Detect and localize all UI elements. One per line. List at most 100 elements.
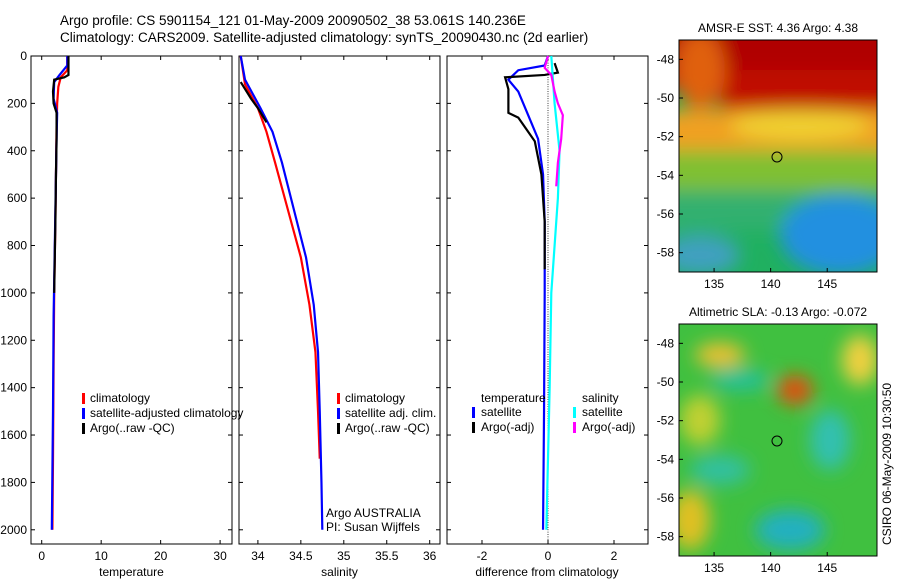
zero-line-dot <box>547 159 549 161</box>
x-tick-label: 135 <box>704 561 724 575</box>
zero-line-dot <box>547 323 549 325</box>
x-tick-label: 20 <box>154 549 168 563</box>
legend-swatch-sal-satellite <box>573 407 576 418</box>
zero-line-dot <box>547 266 549 268</box>
y-tick-label: -50 <box>657 375 675 389</box>
zero-line-dot <box>547 254 549 256</box>
legend-swatch <box>337 408 340 419</box>
y-tick-label: 1000 <box>0 286 27 300</box>
zero-line-dot <box>547 140 549 142</box>
zero-line-dot <box>547 188 549 190</box>
series-line-argo-raw-qc- <box>239 81 268 123</box>
zero-line-dot <box>547 273 549 275</box>
zero-line-dot <box>547 280 549 282</box>
zero-line-dot <box>547 143 549 145</box>
legend-label: Argo(..raw -QC) <box>90 421 175 435</box>
legend-sal-argo: Argo(-adj) <box>582 420 635 434</box>
zero-line-dot <box>547 285 549 287</box>
y-tick-label: 1800 <box>0 475 27 489</box>
y-tick-label: -50 <box>657 91 675 105</box>
x-tick-label: 0 <box>545 549 552 563</box>
zero-line-dot <box>547 398 549 400</box>
zero-line-dot <box>547 306 549 308</box>
zero-line-dot <box>547 325 549 327</box>
zero-line-dot <box>547 377 549 379</box>
zero-line-dot <box>547 79 549 81</box>
legend-swatch <box>337 393 340 404</box>
zero-line-dot <box>547 221 549 223</box>
zero-line-dot <box>547 389 549 391</box>
zero-line-dot <box>547 342 549 344</box>
zero-line-dot <box>547 299 549 301</box>
zero-line-dot <box>547 346 549 348</box>
zero-line-dot <box>547 318 549 320</box>
zero-line-dot <box>547 344 549 346</box>
legend-temp-satellite: satellite <box>481 405 522 419</box>
zero-line-dot <box>547 292 549 294</box>
zero-line-dot <box>547 349 549 351</box>
zero-line-dot <box>547 353 549 355</box>
x-tick-label: 36 <box>423 549 437 563</box>
legend-label: satellite-adjusted climatology <box>90 406 243 420</box>
zero-line-dot <box>547 154 549 156</box>
legend-temp-title: temperature <box>481 391 546 405</box>
zero-line-dot <box>547 147 549 149</box>
zero-line-dot <box>547 384 549 386</box>
y-tick-label: -52 <box>657 414 675 428</box>
series-line-argo-raw-qc- <box>51 56 70 293</box>
zero-line-dot <box>547 529 549 531</box>
zero-line-dot <box>547 356 549 358</box>
legend-swatch-sal-argo <box>573 422 576 433</box>
series-line-climatology <box>239 55 321 459</box>
zero-line-dot <box>547 121 549 123</box>
zero-line-dot <box>547 382 549 384</box>
zero-line-dot <box>547 391 549 393</box>
legend-label: satellite adj. clim. <box>345 406 436 420</box>
x-tick-label: 135 <box>704 277 724 291</box>
legend-sal-title: salinity <box>582 391 619 405</box>
zero-line-dot <box>547 105 549 107</box>
zero-line-dot <box>547 93 549 95</box>
series-line-satellite-adj-clim- <box>239 55 324 530</box>
zero-line-dot <box>547 252 549 254</box>
zero-line-dot <box>547 261 549 263</box>
zero-line-dot <box>547 202 549 204</box>
zero-line-dot <box>547 316 549 318</box>
salinity-annotation-line-1: Argo AUSTRALIA <box>326 506 421 520</box>
zero-line-dot <box>547 351 549 353</box>
zero-line-dot <box>547 275 549 277</box>
zero-line-dot <box>547 311 549 313</box>
legend-temp-argo: Argo(-adj) <box>481 420 534 434</box>
x-tick-label: 10 <box>94 549 108 563</box>
zero-line-dot <box>547 263 549 265</box>
title-line-1: Argo profile: CS 5901154_121 01-May-2009… <box>60 13 526 28</box>
zero-line-dot <box>547 131 549 133</box>
y-tick-label: -48 <box>657 336 675 350</box>
zero-line-dot <box>547 207 549 209</box>
y-tick-label: 400 <box>7 144 27 158</box>
zero-line-dot <box>547 64 549 66</box>
zero-line-dot <box>547 372 549 374</box>
zero-line-dot <box>547 166 549 168</box>
zero-line-dot <box>547 133 549 135</box>
zero-line-dot <box>547 200 549 202</box>
zero-line-dot <box>547 394 549 396</box>
argo-location-marker <box>771 151 783 163</box>
y-tick-label: 800 <box>7 239 27 253</box>
zero-line-dot <box>547 136 549 138</box>
y-tick-label: 0 <box>20 49 27 63</box>
sst-map-title: AMSR-E SST: 4.36 Argo: 4.38 <box>698 21 858 35</box>
salinity-annotation-line-2: PI: Susan Wijffels <box>326 520 420 534</box>
zero-line-dot <box>547 119 549 121</box>
sla-map-title: Altimetric SLA: -0.13 Argo: -0.072 <box>689 305 867 319</box>
side-label: CSIRO 06-May-2009 10:30:50 <box>880 383 894 545</box>
legend-label: climatology <box>345 391 405 405</box>
zero-line-dot <box>547 183 549 185</box>
zero-line-dot <box>547 526 549 528</box>
difference-x-axis-label: difference from climatology <box>475 565 618 579</box>
zero-line-dot <box>547 249 549 251</box>
zero-line-dot <box>547 313 549 315</box>
argo-location-marker <box>771 435 783 447</box>
zero-line-dot <box>547 126 549 128</box>
y-tick-label: -54 <box>657 452 675 466</box>
